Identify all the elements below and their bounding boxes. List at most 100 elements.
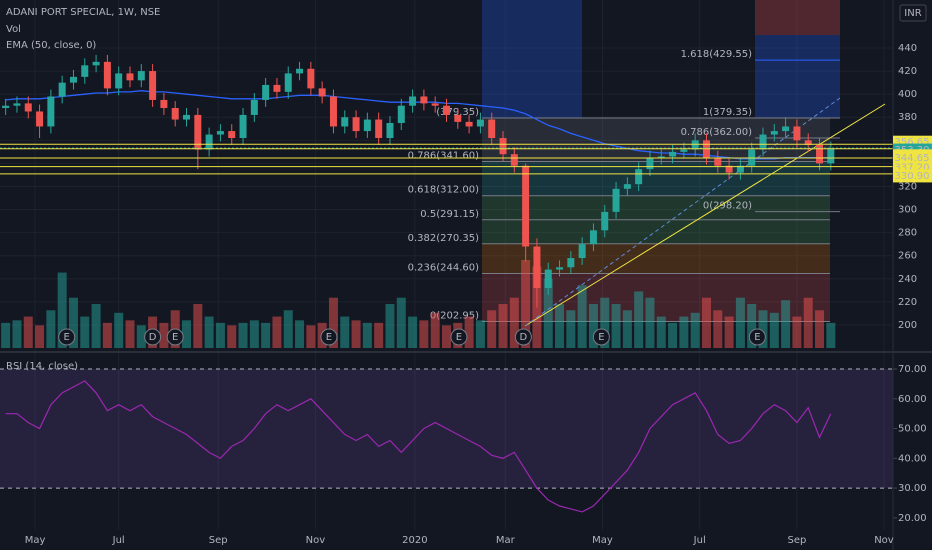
candle-body [533,246,541,289]
volume-bar [781,300,791,348]
volume-bar [396,297,406,348]
candle-body [567,258,575,268]
volume-bar [328,297,338,348]
volume-bar [826,322,836,348]
volume-bar [351,320,361,348]
candle-body [782,126,790,132]
candle-body [646,157,654,170]
volume-bar [57,272,67,348]
volume-bar [12,320,22,348]
volume-bar [283,310,293,348]
vol-label: Vol [6,24,21,35]
candle-body [623,184,631,189]
volume-bar [430,312,440,348]
candle-body [47,96,55,127]
volume-bar [758,310,768,348]
y-tick-label: 320 [898,181,917,192]
event-label: E [456,332,462,343]
ema-label: EMA (50, close, 0) [6,40,96,51]
volume-bar [238,322,248,348]
volume-bar [543,278,553,348]
event-marker [144,328,162,346]
candle-body [239,114,247,139]
fib-label: 0.382(270.35) [408,233,480,244]
y-tick-label: 220 [898,297,917,308]
fib-label: 1.618(429.55) [681,49,753,60]
candle-body [205,134,213,150]
candle-body [816,144,824,164]
event-marker [592,328,610,346]
candle-body [273,84,281,92]
volume-bar [555,304,565,348]
level-label: 356.65 [895,137,930,148]
volume-bar [125,320,135,348]
currency[interactable]: INR [904,8,921,19]
y-tick-label: 280 [898,228,917,239]
volume-bar [577,285,587,348]
candle-body [171,108,179,120]
candle-body [58,82,66,97]
candle-body [69,76,77,83]
volume-bar [634,291,644,348]
volume-bar [713,310,723,348]
volume-bar [803,297,813,348]
y-tick-label: 70.00 [898,364,927,375]
rsi-label: RSI (14, close) [6,361,78,372]
candle-body [691,140,699,150]
x-tick-label: Jul [693,535,706,546]
volume-bar [600,297,610,348]
candle-body [216,131,224,135]
candle-body [522,165,530,247]
y-tick-label: 50.00 [898,424,927,435]
volume-bar [261,322,271,348]
candle-body [793,126,801,141]
volume-bar [622,310,632,348]
y-tick-label: 420 [898,66,917,77]
event-marker [450,328,468,346]
y-tick-label: 240 [898,274,917,285]
event-marker [514,328,532,346]
currency-box[interactable] [899,4,927,22]
x-tick-label: May [25,535,46,546]
fib-zone [482,117,830,162]
volume-bar [249,320,259,348]
candle-body [375,119,383,139]
event-marker [320,328,338,346]
volume-bar [588,304,598,348]
volume-bar [46,310,56,348]
candle-body [736,165,744,173]
candle-body [115,73,123,89]
candle-body [329,96,337,127]
y-tick-label: 300 [898,205,917,216]
volume-bar [35,325,45,348]
volume-bar [815,310,825,348]
volume-bar [272,316,282,348]
event-label: D [520,332,528,343]
fib-label: 0.786(341.60) [408,151,480,162]
level-label: 330.90 [895,171,930,182]
volume-bar [385,304,395,348]
volume-bar [23,316,33,348]
ema-line [5,90,831,160]
volume-bar [769,312,779,348]
candle-body [714,157,722,166]
level-box [893,169,932,183]
x-tick-label: Jul [112,535,125,546]
y-tick-label: 30.00 [898,483,927,494]
candle-body [578,244,586,259]
fib-label: 0.5(291.15) [420,209,479,220]
candle-body [24,103,32,112]
candle-body [827,148,835,164]
volume-bar [645,297,655,348]
event-label: E [172,332,178,343]
candle-body [443,105,450,115]
candle-body [194,114,202,150]
volume-bar [215,322,225,348]
volume-bar [475,320,485,348]
y-tick-label: 40.00 [898,453,927,464]
candle-body [510,154,518,166]
volume-bar [464,316,474,348]
candle-body [409,96,417,106]
volume-bar [136,325,146,348]
